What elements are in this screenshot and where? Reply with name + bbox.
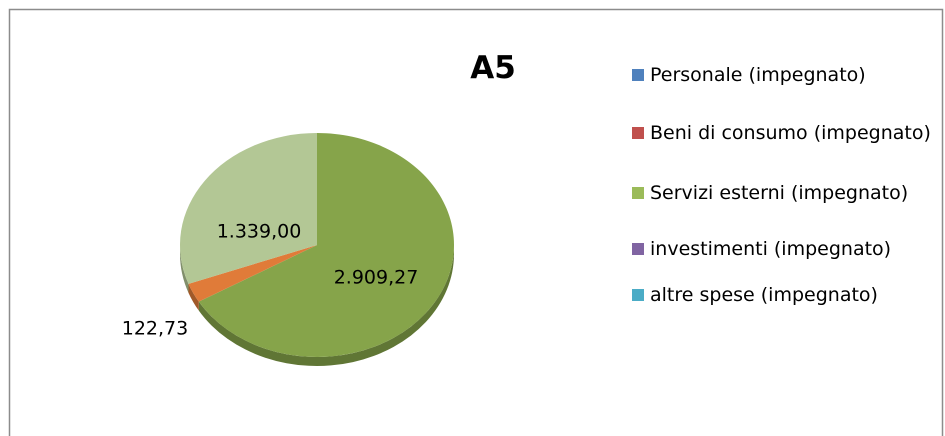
legend-swatch [632,187,644,199]
data-label: 122,73 [122,318,188,340]
chart-title: A5 [470,50,516,86]
legend-entry: altre spese (impegnato) [632,282,945,309]
legend-label: investimenti (impegnato) [650,238,892,260]
pie-slice [198,133,454,357]
legend-label: Beni di consumo (impegnato) [650,122,931,144]
legend-swatch [632,243,644,255]
frame [8,8,944,436]
legend-swatch [632,289,644,301]
slice-side [180,245,189,293]
legend-label: Personale (impegnato) [650,64,866,86]
legend-entry: Servizi esterni (impegnato) [632,180,945,207]
legend-entry: Personale (impegnato) [632,62,945,89]
legend-label: altre spese (impegnato) [650,284,878,306]
legend-entry: investimenti (impegnato) [632,236,945,263]
pie-slice [179,133,317,284]
data-label: 2.909,27 [334,267,419,289]
slice-side [188,283,199,311]
pie-slice [188,245,317,302]
legend-label: Servizi esterni (impegnato) [650,182,909,204]
legend-entry: Beni di consumo (impegnato) [632,120,945,147]
legend-swatch [632,127,644,139]
data-label: 1.339,00 [217,221,302,243]
legend-swatch [632,69,644,81]
